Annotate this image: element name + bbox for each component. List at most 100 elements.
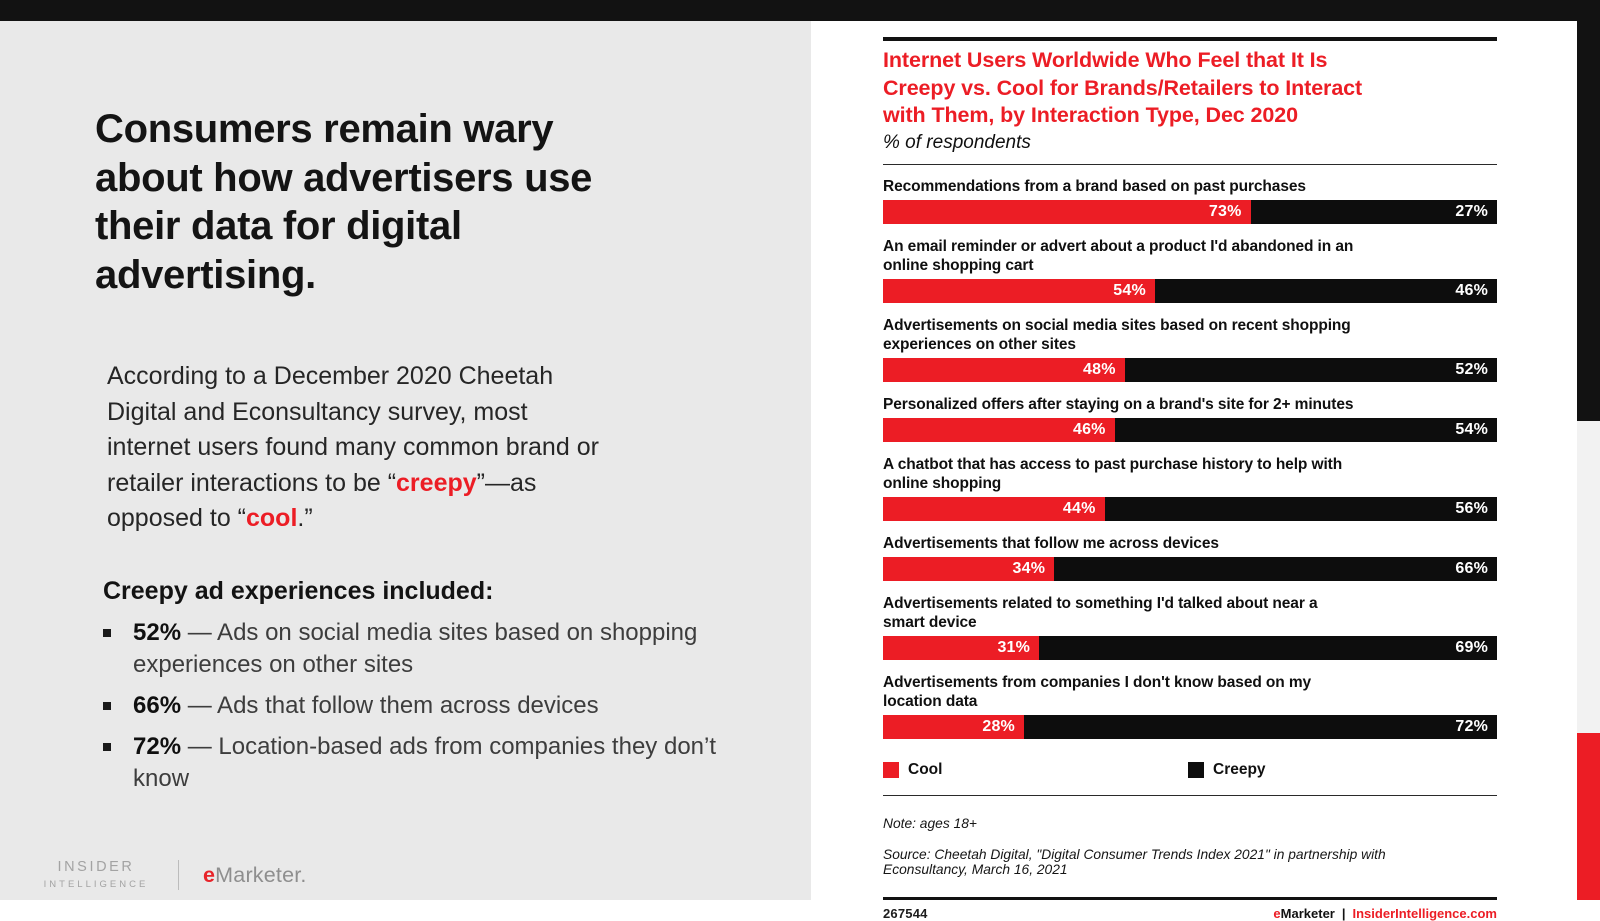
list-item-desc: — Ads on social media sites based on sho… — [133, 619, 698, 678]
legend-item-cool: Cool — [883, 761, 1497, 779]
stacked-bar: 34% 66% — [883, 556, 1497, 581]
footer-rule — [883, 896, 1497, 900]
chart-footer: 267544 eMarketer | InsiderIntelligence.com — [883, 906, 1497, 921]
bar-label: Advertisements related to something I'd … — [883, 594, 1318, 631]
creepy-value: 56% — [1455, 499, 1488, 517]
creepy-experiences-list: 52% — Ads on social media sites based on… — [103, 617, 723, 804]
list-item-text: 66% — Ads that follow them across device… — [133, 690, 599, 722]
bar-label: Advertisements that follow me across dev… — [883, 534, 1219, 552]
creepy-segment: 66% — [1054, 556, 1497, 581]
stacked-bar: 46% 54% — [883, 417, 1497, 442]
creepy-segment: 54% — [1114, 417, 1497, 442]
cool-value: 34% — [1012, 559, 1046, 577]
list-item-pct: 52% — [133, 619, 182, 646]
cool-segment: 28% — [883, 714, 1024, 739]
square-bullet-icon — [103, 743, 111, 751]
creepy-swatch-icon — [1188, 761, 1204, 778]
bar-group: A chatbot that has access to past purcha… — [883, 455, 1497, 521]
creepy-value: 72% — [1455, 717, 1488, 735]
creepy-value: 52% — [1455, 360, 1488, 378]
creepy-value: 69% — [1455, 638, 1488, 656]
cool-segment: 73% — [883, 199, 1251, 224]
footer-emarketer-e: e — [1273, 905, 1281, 921]
list-item: 66% — Ads that follow them across device… — [103, 690, 723, 722]
bar-label: A chatbot that has access to past purcha… — [883, 455, 1343, 492]
stacked-bar: 73% 27% — [883, 199, 1497, 224]
bar-label: Advertisements on social media sites bas… — [883, 316, 1351, 353]
stacked-bar: 31% 69% — [883, 635, 1497, 660]
slide-headline: Consumers remain wary about how advertis… — [95, 107, 593, 297]
chart-notes: Note: ages 18+ Source: Cheetah Digital, … — [883, 801, 1497, 893]
list-item-text: 52% — Ads on social media sites based on… — [133, 617, 697, 681]
stacked-bar: 28% 72% — [883, 714, 1497, 739]
cool-value: 44% — [1062, 499, 1096, 517]
bar-group: An email reminder or advert about a prod… — [883, 237, 1497, 303]
intro-text-3: .” — [297, 504, 313, 532]
list-item: 52% — Ads on social media sites based on… — [103, 617, 723, 681]
chart-id: 267544 — [883, 905, 928, 921]
bar-group: Recommendations from a brand based on pa… — [883, 177, 1497, 224]
stacked-bar: 48% 52% — [883, 357, 1497, 382]
insider-logo-line1: INSIDER — [57, 859, 135, 875]
list-item-pct: 66% — [133, 692, 182, 719]
chart-panel: Internet Users Worldwide Who Feel that I… — [811, 21, 1577, 921]
bar-group: Advertisements related to something I'd … — [883, 594, 1497, 660]
cool-value: 73% — [1208, 202, 1242, 220]
logo-divider — [178, 860, 179, 890]
bar-group: Advertisements on social media sites bas… — [883, 316, 1497, 382]
right-strip-red — [1577, 733, 1600, 900]
intro-text-2: ”—as opposed to “ — [107, 468, 537, 533]
bar-label: Recommendations from a brand based on pa… — [883, 177, 1306, 195]
bar-group: Personalized offers after staying on a b… — [883, 395, 1497, 442]
cool-value: 31% — [997, 638, 1031, 656]
chart-subtitle: % of respondents — [883, 131, 1031, 153]
legend-item-creepy: Creepy — [1188, 761, 1266, 779]
cool-segment: 34% — [883, 556, 1055, 581]
emarketer-logo-rest: Marketer. — [215, 862, 307, 887]
creepy-segment: 52% — [1124, 357, 1497, 382]
creepy-segment: 56% — [1104, 496, 1497, 521]
creepy-segment: 72% — [1023, 714, 1497, 739]
list-item-desc: — Ads that follow them across devices — [181, 692, 599, 719]
creepy-segment: 46% — [1154, 278, 1497, 303]
chart-legend: Cool Creepy — [883, 761, 1497, 778]
notes-divider — [883, 794, 1497, 796]
cool-swatch-icon — [883, 761, 899, 778]
legend-label-cool: Cool — [908, 760, 943, 778]
chart-top-rule — [883, 37, 1497, 41]
cool-segment: 31% — [883, 635, 1040, 660]
footer-brand-line: eMarketer | InsiderIntelligence.com — [1273, 906, 1497, 921]
footer-emarketer-rest: Marketer — [1280, 905, 1335, 921]
intro-text-1: According to a December 2020 Cheetah Dig… — [107, 362, 599, 497]
note-line: Note: ages 18+ — [883, 815, 977, 831]
list-item-desc: — Location-based ads from companies they… — [133, 733, 717, 792]
creepy-value: 27% — [1455, 202, 1488, 220]
title-divider — [883, 163, 1497, 165]
creepy-segment: 69% — [1039, 635, 1497, 660]
cool-segment: 44% — [883, 496, 1105, 521]
creepy-value: 54% — [1455, 420, 1488, 438]
creepy-value: 66% — [1455, 559, 1488, 577]
chart-title: Internet Users Worldwide Who Feel that I… — [883, 48, 1363, 127]
cool-segment: 54% — [883, 278, 1155, 303]
creepy-segment: 27% — [1250, 199, 1497, 224]
cool-value: 54% — [1113, 281, 1146, 299]
cool-value: 28% — [982, 717, 1015, 735]
brand-logos: INSIDER INTELLIGENCE eMarketer. — [38, 859, 307, 891]
source-line: Source: Cheetah Digital, "Digital Consum… — [883, 846, 1386, 878]
footer-separator: | — [1341, 905, 1346, 921]
cool-segment: 46% — [883, 417, 1115, 442]
emarketer-logo: eMarketer. — [203, 863, 307, 888]
list-heading: Creepy ad experiences included: — [103, 577, 494, 605]
legend-label-creepy: Creepy — [1213, 760, 1266, 778]
cool-segment: 48% — [883, 357, 1125, 382]
list-item: 72% — Location-based ads from companies … — [103, 731, 723, 795]
right-strip-black — [1577, 0, 1600, 421]
bar-label: An email reminder or advert about a prod… — [883, 237, 1354, 274]
stacked-bar: 54% 46% — [883, 278, 1497, 303]
left-panel: Consumers remain wary about how advertis… — [0, 21, 811, 900]
intro-paragraph: According to a December 2020 Cheetah Dig… — [107, 359, 727, 537]
highlight-creepy: creepy — [396, 468, 477, 497]
footer-site-link[interactable]: InsiderIntelligence.com — [1352, 905, 1498, 921]
square-bullet-icon — [103, 629, 111, 637]
